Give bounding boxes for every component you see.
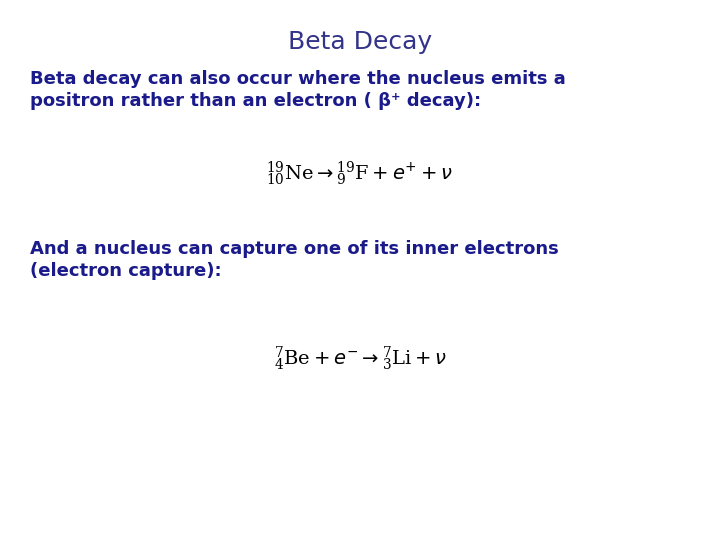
Text: And a nucleus can capture one of its inner electrons: And a nucleus can capture one of its inn… [30,240,559,258]
Text: Beta decay can also occur where the nucleus emits a: Beta decay can also occur where the nucl… [30,70,566,88]
Text: Beta Decay: Beta Decay [288,30,432,54]
Text: $\mathregular{^{7}_{4}Be} + e^{-} \rightarrow \mathregular{^{7}_{3}Li} + \nu$: $\mathregular{^{7}_{4}Be} + e^{-} \right… [274,345,446,374]
Text: (electron capture):: (electron capture): [30,262,222,280]
Text: positron rather than an electron ( β⁺ decay):: positron rather than an electron ( β⁺ de… [30,92,481,110]
Text: $\mathregular{^{19}_{10}Ne} \rightarrow \mathregular{^{19}_{9}F} + e^{+} + \nu$: $\mathregular{^{19}_{10}Ne} \rightarrow … [266,160,454,188]
